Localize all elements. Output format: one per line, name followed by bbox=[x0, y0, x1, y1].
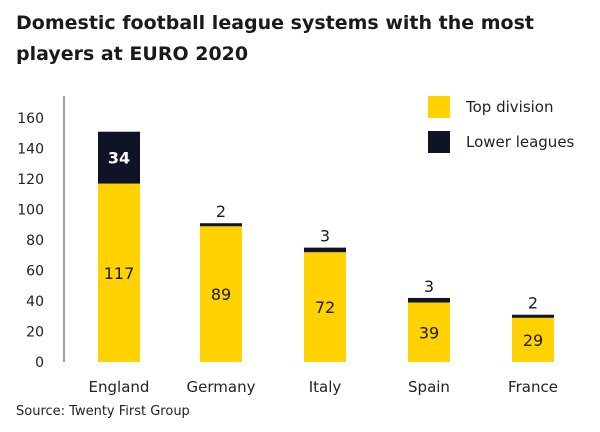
bars bbox=[98, 131, 554, 362]
y-tick-label-0: 0 bbox=[35, 355, 44, 371]
y-tick-label-5: 100 bbox=[17, 203, 44, 219]
data-labels: 117 34 89 2 72 3 39 3 29 2 bbox=[104, 149, 543, 350]
label-top-division-italy: 72 bbox=[315, 298, 335, 317]
label-top-division-england: 117 bbox=[104, 264, 135, 283]
label-lower-leagues-france: 2 bbox=[528, 294, 538, 313]
legend-swatch-lower-leagues bbox=[428, 131, 450, 153]
chart-title: Domestic football league systems with th… bbox=[16, 12, 534, 65]
legend-swatch-top-division bbox=[428, 96, 450, 118]
y-tick-label-3: 60 bbox=[26, 264, 44, 280]
x-axis-category-labels: England Germany Italy Spain France bbox=[89, 378, 558, 396]
y-tick-label-4: 80 bbox=[26, 233, 44, 249]
legend-label-lower-leagues: Lower leagues bbox=[466, 133, 575, 151]
label-top-division-france: 29 bbox=[523, 331, 543, 350]
bar-lower-leagues-france bbox=[512, 314, 554, 318]
label-lower-leagues-england: 34 bbox=[108, 149, 130, 168]
label-lower-leagues-italy: 3 bbox=[320, 227, 330, 246]
bar-lower-leagues-england bbox=[98, 131, 140, 184]
y-axis-ticks: 0 20 40 60 80 100 120 140 160 bbox=[17, 111, 44, 371]
x-category-label-spain: Spain bbox=[408, 378, 450, 396]
bar-top-division-germany bbox=[200, 226, 242, 362]
y-tick-label-7: 140 bbox=[17, 142, 44, 158]
x-category-label-italy: Italy bbox=[309, 378, 342, 396]
y-tick-label-2: 40 bbox=[26, 294, 44, 310]
label-lower-leagues-spain: 3 bbox=[424, 277, 434, 296]
bar-top-division-spain bbox=[408, 302, 450, 362]
y-tick-label-6: 120 bbox=[17, 172, 44, 188]
label-lower-leagues-germany: 2 bbox=[216, 202, 226, 221]
y-tick-label-1: 20 bbox=[26, 325, 44, 341]
bar-lower-leagues-spain bbox=[408, 297, 450, 303]
x-category-label-germany: Germany bbox=[187, 378, 256, 396]
bar-lower-leagues-germany bbox=[200, 223, 242, 227]
legend-label-top-division: Top division bbox=[465, 98, 553, 116]
x-category-label-england: England bbox=[89, 378, 150, 396]
x-category-label-france: France bbox=[508, 378, 558, 396]
bar-lower-leagues-italy bbox=[304, 247, 346, 253]
bar-top-division-england bbox=[98, 183, 140, 362]
source-note: Source: Twenty First Group bbox=[16, 404, 190, 419]
label-top-division-germany: 89 bbox=[211, 285, 231, 304]
y-tick-label-8: 160 bbox=[17, 111, 44, 127]
label-top-division-spain: 39 bbox=[419, 323, 439, 342]
bar-top-division-france bbox=[512, 317, 554, 362]
bar-top-division-italy bbox=[304, 252, 346, 362]
legend: Top division Lower leagues bbox=[428, 96, 575, 153]
